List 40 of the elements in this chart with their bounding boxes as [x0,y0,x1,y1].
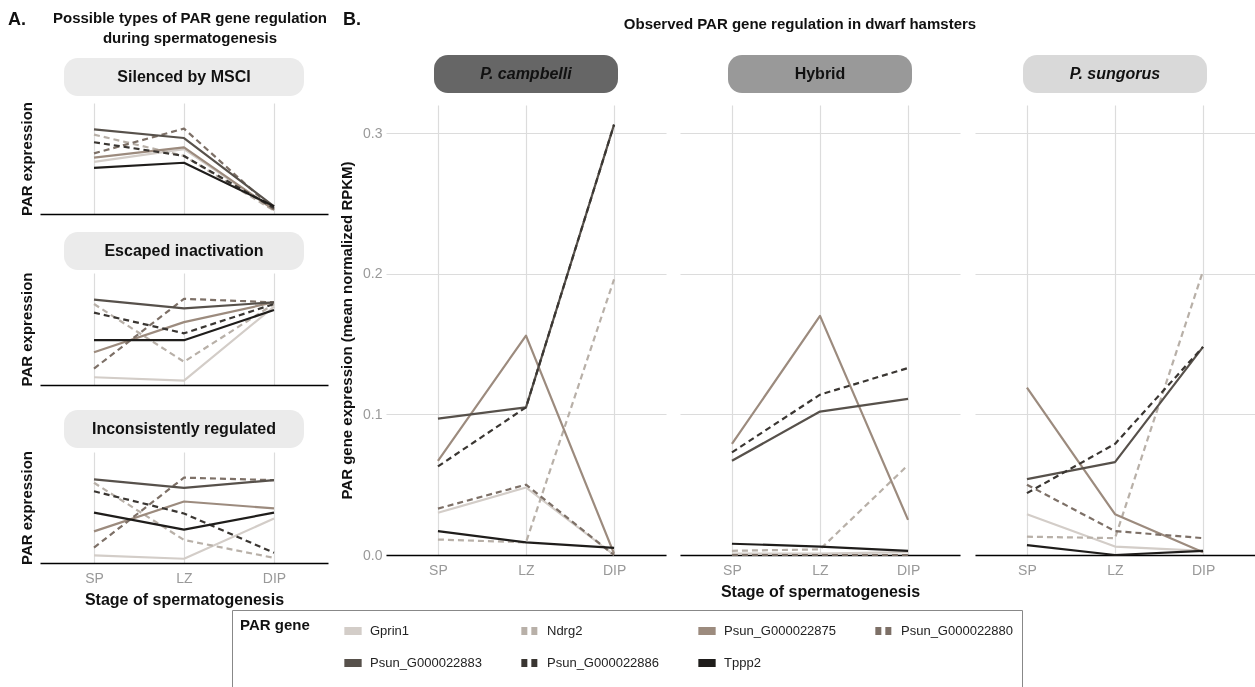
legend-label: Tppp2 [724,655,761,670]
chart-title: Hybrid [728,55,912,93]
text: B. [343,8,362,31]
x-tick-label: LZ [176,569,194,586]
y-axis-title: PAR expression [17,102,35,216]
x-tick-label: LZ [518,561,536,578]
x-tick-label: SP [1018,561,1037,578]
y-tick-label: 0.3 [363,124,383,141]
x-tick-label: DIP [1191,561,1216,578]
legend-label: Psun_G000022883 [370,655,483,670]
text: A. [8,8,27,31]
y-tick-label: 0.2 [363,265,383,282]
x-axis-title: Stage of spermatogenesis [720,582,921,600]
legend-label: Psun_G000022875 [724,623,837,638]
y-axis-title: PAR gene expression (mean normalized RPKM) [338,161,356,500]
legend-title: PAR gene [240,616,310,633]
x-tick-label: DIP [262,569,287,586]
legend-label: Ndrg2 [547,623,583,638]
chart-title: Silenced by MSCI [64,58,304,96]
text: Observed PAR gene regulation in dwarf hamsters [622,14,978,34]
chart-title: Inconsistently regulated [64,410,304,448]
x-tick-label: SP [723,561,742,578]
y-axis-title: PAR expression [17,451,35,565]
x-tick-label: LZ [812,561,830,578]
x-tick-label: LZ [1107,561,1125,578]
legend-label: Psun_G000022886 [547,655,660,670]
legend-label: Psun_G000022880 [901,623,1014,638]
chart-title: Escaped inactivation [64,232,304,270]
y-axis-title: PAR expression [17,272,35,387]
chart-title: P. sungorus [1023,55,1207,93]
y-tick-label: 0.1 [363,405,383,422]
x-tick-label: DIP [896,561,921,578]
x-tick-label: SP [85,569,104,586]
text: Possible types of PAR gene regulation during spermatogenesis [52,8,328,47]
legend-label: Gprin1 [370,623,410,638]
chart-title: P. campbelli [434,55,618,93]
x-axis-title: Stage of spermatogenesis [84,590,285,608]
x-tick-label: SP [429,561,448,578]
y-tick-label: 0.0 [363,546,383,563]
x-tick-label: DIP [602,561,627,578]
